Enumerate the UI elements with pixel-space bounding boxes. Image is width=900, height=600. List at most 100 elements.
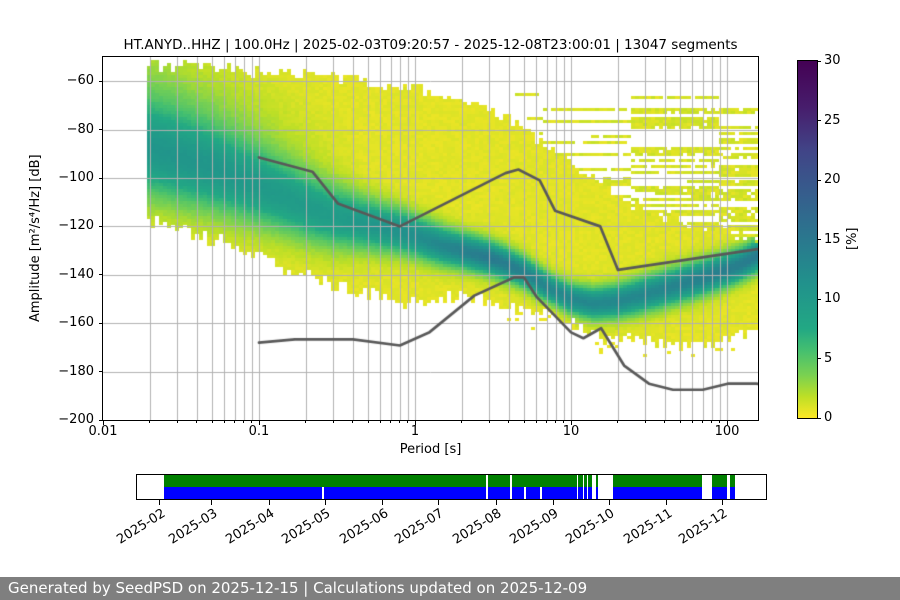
availability-gap: [586, 475, 589, 499]
colorbar-tick-mark: [817, 298, 821, 300]
x-tick-label: 100: [714, 424, 740, 439]
x-minor-tick-mark: [196, 420, 198, 423]
availability-gap: [509, 475, 512, 499]
availability-gap-blue: [523, 487, 526, 499]
y-axis-label: Amplitude [m²/s⁴/Hz] [dB]: [28, 154, 43, 323]
x-tick-mark: [570, 420, 572, 425]
x-tick-label: 0.01: [88, 424, 118, 439]
y-tick-mark: [98, 274, 103, 276]
colorbar-tick-mark: [817, 417, 821, 419]
x-minor-tick-mark: [352, 420, 354, 423]
x-minor-tick-mark: [390, 420, 392, 423]
availability-gap: [702, 475, 713, 499]
x-minor-tick-mark: [399, 420, 401, 423]
month-label: 2025-04: [223, 506, 278, 548]
colorbar-tick-label: 30: [824, 53, 841, 68]
x-minor-tick-mark: [305, 420, 307, 423]
colorbar-tick-mark: [817, 179, 821, 181]
x-minor-tick-mark: [367, 420, 369, 423]
y-tick-mark: [98, 80, 103, 82]
x-minor-tick-mark: [379, 420, 381, 423]
x-minor-tick-mark: [563, 420, 565, 423]
month-label: 2025-03: [165, 506, 220, 548]
x-minor-tick-mark: [644, 420, 646, 423]
plot-frame: [102, 56, 759, 421]
x-minor-tick-mark: [488, 420, 490, 423]
x-tick-mark: [258, 420, 260, 425]
x-minor-tick-mark: [461, 420, 463, 423]
y-tick-mark: [98, 419, 103, 421]
colorbar-tick-label: 0: [824, 410, 833, 425]
month-tick-mark: [324, 500, 326, 505]
x-minor-tick-mark: [664, 420, 666, 423]
availability-gap-blue: [322, 487, 325, 499]
x-minor-tick-mark: [535, 420, 537, 423]
colorbar: [797, 60, 818, 419]
footer-bar: Generated by SeedPSD on 2025-12-15 | Cal…: [0, 577, 900, 600]
y-tick-label: −100: [58, 170, 94, 185]
month-label: 2025-05: [279, 506, 334, 548]
x-tick-mark: [102, 420, 104, 425]
availability-blue-row: [163, 487, 736, 499]
availability-gap: [582, 475, 585, 499]
x-axis-label: Period [s]: [399, 442, 462, 457]
y-tick-label: −160: [58, 315, 94, 331]
month-tick-mark: [438, 500, 440, 505]
y-tick-mark: [98, 177, 103, 179]
colorbar-tick-label: 20: [824, 172, 841, 187]
availability-bar: [136, 474, 767, 500]
plot-title: HT.ANYD..HHZ | 100.0Hz | 2025-02-03T09:2…: [123, 37, 738, 53]
y-tick-mark: [98, 225, 103, 227]
footer-text: Generated by SeedPSD on 2025-12-15 | Cal…: [8, 579, 588, 597]
colorbar-tick-label: 15: [824, 231, 841, 247]
colorbar-tick-mark: [817, 358, 821, 359]
x-tick-label: 0.1: [248, 424, 270, 439]
availability-gap: [597, 475, 613, 499]
x-minor-tick-mark: [691, 420, 693, 423]
colorbar-tick-mark: [817, 60, 821, 62]
x-minor-tick-mark: [407, 420, 409, 423]
month-label: 2025-02: [113, 506, 168, 548]
y-tick-label: −60: [66, 73, 94, 89]
month-tick-mark: [382, 500, 384, 505]
availability-green-row: [163, 475, 736, 487]
colorbar-tick-label: 5: [824, 350, 833, 366]
month-tick-mark: [211, 500, 213, 505]
colorbar-gradient: [798, 61, 817, 418]
x-tick-mark: [414, 420, 416, 425]
y-tick-label: −80: [66, 121, 94, 137]
availability-gap-blue: [539, 487, 542, 499]
x-minor-tick-mark: [176, 420, 178, 423]
month-label: 2025-08: [450, 506, 505, 548]
x-minor-tick-mark: [243, 420, 245, 423]
colorbar-label: [%]: [845, 227, 860, 250]
month-label: 2025-09: [507, 506, 562, 548]
x-tick-mark: [726, 420, 728, 425]
y-tick-mark: [98, 322, 103, 324]
x-minor-tick-mark: [679, 420, 681, 423]
colorbar-tick-mark: [817, 239, 821, 240]
x-minor-tick-mark: [719, 420, 721, 423]
x-minor-tick-mark: [546, 420, 548, 423]
y-tick-mark: [98, 371, 103, 373]
x-minor-tick-mark: [555, 420, 557, 423]
x-minor-tick-mark: [702, 420, 704, 423]
x-minor-tick-mark: [251, 420, 253, 423]
x-minor-tick-mark: [211, 420, 213, 423]
x-minor-tick-mark: [149, 420, 151, 423]
month-tick-mark: [495, 500, 497, 505]
availability-gap: [591, 475, 596, 499]
month-tick-mark: [666, 500, 668, 505]
ppsd-heatmap: [103, 57, 758, 420]
x-minor-tick-mark: [223, 420, 225, 423]
availability-gap: [576, 475, 579, 499]
y-tick-mark: [98, 129, 103, 131]
month-tick-mark: [609, 500, 610, 505]
y-tick-label: −200: [58, 412, 94, 427]
month-tick-mark: [269, 500, 271, 505]
availability-gap: [727, 475, 731, 499]
month-label: 2025-06: [336, 506, 391, 548]
y-tick-label: −120: [58, 218, 94, 234]
month-label: 2025-12: [676, 506, 731, 548]
